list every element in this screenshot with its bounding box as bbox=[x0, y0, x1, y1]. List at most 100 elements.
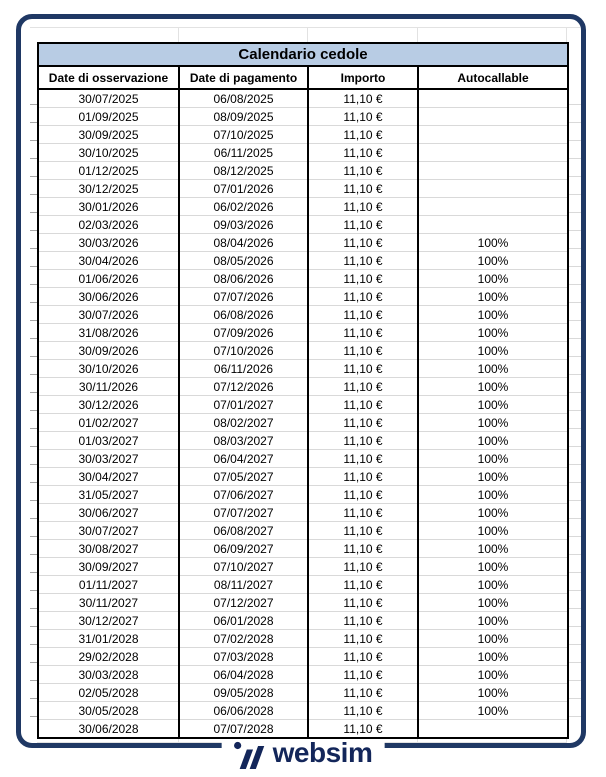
cell-amount: 11,10 € bbox=[308, 395, 419, 414]
table-row: 30/09/2027 07/10/2027 11,10 €100% bbox=[38, 557, 569, 576]
cell-autocallable: 100% bbox=[418, 287, 569, 306]
gridline-stub bbox=[569, 662, 581, 663]
websim-logo-mark-icon bbox=[234, 741, 265, 769]
gridline-stub bbox=[30, 698, 37, 699]
table-row: 30/11/2026 07/12/2026 11,10 €100% bbox=[38, 377, 569, 396]
cell-autocallable bbox=[418, 215, 569, 234]
gridline-stub bbox=[417, 27, 418, 42]
cell-amount: 11,10 € bbox=[308, 125, 419, 144]
cell-autocallable bbox=[418, 161, 569, 180]
cell-amount: 11,10 € bbox=[308, 503, 419, 522]
table-row: 30/03/2027 06/04/2027 11,10 €100% bbox=[38, 449, 569, 468]
table-row: 30/03/2028 06/04/2028 11,10 €100% bbox=[38, 665, 569, 684]
gridline-stub bbox=[569, 230, 581, 231]
cell-observation-date: 30/12/2027 bbox=[38, 611, 180, 630]
cell-observation-date: 30/07/2025 bbox=[38, 89, 180, 108]
gridline-stub bbox=[417, 736, 418, 743]
cell-autocallable: 100% bbox=[418, 521, 569, 540]
cell-autocallable: 100% bbox=[418, 665, 569, 684]
gridline-stub bbox=[30, 572, 37, 573]
cell-observation-date: 30/03/2028 bbox=[38, 665, 180, 684]
cell-observation-date: 01/02/2027 bbox=[38, 413, 180, 432]
gridline-stub bbox=[30, 626, 37, 627]
cell-amount: 11,10 € bbox=[308, 593, 419, 612]
gridline-stub bbox=[30, 212, 37, 213]
table-row: 30/12/2026 07/01/2027 11,10 €100% bbox=[38, 395, 569, 414]
gridline-stub bbox=[569, 122, 581, 123]
cell-autocallable: 100% bbox=[418, 647, 569, 666]
cell-amount: 11,10 € bbox=[308, 611, 419, 630]
table-row: 01/02/2027 08/02/2027 11,10 €100% bbox=[38, 413, 569, 432]
cell-payment-date: 07/10/2026 bbox=[179, 341, 309, 360]
cell-amount: 11,10 € bbox=[308, 179, 419, 198]
cell-payment-date: 09/03/2026 bbox=[179, 215, 309, 234]
cell-payment-date: 07/12/2026 bbox=[179, 377, 309, 396]
cell-amount: 11,10 € bbox=[308, 449, 419, 468]
gridline-stub bbox=[30, 176, 37, 177]
coupon-calendar-table: Calendario cedole Date di osservazione Da… bbox=[37, 42, 570, 739]
gridline-stub bbox=[569, 644, 581, 645]
cell-autocallable: 100% bbox=[418, 539, 569, 558]
cell-autocallable bbox=[418, 719, 569, 738]
gridline-stub bbox=[569, 266, 581, 267]
gridline-stub bbox=[569, 212, 581, 213]
cell-amount: 11,10 € bbox=[308, 683, 419, 702]
cell-autocallable: 100% bbox=[418, 683, 569, 702]
table-row: 01/03/2027 08/03/2027 11,10 €100% bbox=[38, 431, 569, 450]
table-row: 30/07/2026 06/08/2026 11,10 €100% bbox=[38, 305, 569, 324]
cell-amount: 11,10 € bbox=[308, 269, 419, 288]
cell-observation-date: 30/09/2026 bbox=[38, 341, 180, 360]
gridline-stub bbox=[30, 500, 37, 501]
cell-amount: 11,10 € bbox=[308, 305, 419, 324]
cell-observation-date: 30/05/2028 bbox=[38, 701, 180, 720]
cell-observation-date: 01/12/2025 bbox=[38, 161, 180, 180]
cell-amount: 11,10 € bbox=[308, 107, 419, 126]
cell-payment-date: 07/02/2028 bbox=[179, 629, 309, 648]
table-row: 30/07/2025 06/08/2025 11,10 € bbox=[38, 89, 568, 108]
cell-observation-date: 30/06/2026 bbox=[38, 287, 180, 306]
cell-amount: 11,10 € bbox=[308, 287, 419, 306]
cell-amount: 11,10 € bbox=[308, 719, 419, 738]
cell-autocallable: 100% bbox=[418, 503, 569, 522]
gridline-stub bbox=[30, 338, 37, 339]
gridline-stub bbox=[569, 626, 581, 627]
gridline-stub bbox=[30, 392, 37, 393]
gridline-stub bbox=[569, 698, 581, 699]
table-row: 30/12/2027 06/01/2028 11,10 €100% bbox=[38, 611, 569, 630]
cell-autocallable: 100% bbox=[418, 269, 569, 288]
gridline-stub bbox=[30, 140, 37, 141]
gridline-stub bbox=[30, 230, 37, 231]
gridline-stub bbox=[30, 644, 37, 645]
gridline-stub bbox=[569, 356, 581, 357]
table-row: 30/04/2027 07/05/2027 11,10 €100% bbox=[38, 467, 569, 486]
gridline-stub bbox=[30, 284, 37, 285]
gridline-stub bbox=[569, 104, 581, 105]
table-row: 30/08/2027 06/09/2027 11,10 €100% bbox=[38, 539, 569, 558]
cell-autocallable: 100% bbox=[418, 485, 569, 504]
cell-payment-date: 07/01/2027 bbox=[179, 395, 309, 414]
cell-amount: 11,10 € bbox=[308, 521, 419, 540]
gridline-stub bbox=[569, 572, 581, 573]
table-row: 02/03/2026 09/03/2026 11,10 € bbox=[38, 215, 569, 234]
cell-observation-date: 30/09/2027 bbox=[38, 557, 180, 576]
cell-observation-date: 30/07/2027 bbox=[38, 521, 180, 540]
cell-observation-date: 30/12/2025 bbox=[38, 179, 180, 198]
gridline-stub bbox=[569, 554, 581, 555]
gridline-stub bbox=[30, 266, 37, 267]
gridline-stub bbox=[30, 464, 37, 465]
cell-observation-date: 30/08/2027 bbox=[38, 539, 180, 558]
cell-observation-date: 30/10/2026 bbox=[38, 359, 180, 378]
table-row: 30/07/2027 06/08/2027 11,10 €100% bbox=[38, 521, 569, 540]
gridline-stub bbox=[566, 27, 567, 42]
cell-amount: 11,10 € bbox=[308, 197, 419, 216]
table-row: 30/04/2026 08/05/2026 11,10 €100% bbox=[38, 251, 569, 270]
cell-autocallable: 100% bbox=[418, 629, 569, 648]
cell-payment-date: 08/05/2026 bbox=[179, 251, 309, 270]
table-row: 31/08/2026 07/09/2026 11,10 €100% bbox=[38, 323, 569, 342]
cell-amount: 11,10 € bbox=[308, 251, 419, 270]
cell-amount: 11,10 € bbox=[308, 467, 419, 486]
cell-payment-date: 06/09/2027 bbox=[179, 539, 309, 558]
gridline-stub bbox=[30, 554, 37, 555]
cell-observation-date: 31/01/2028 bbox=[38, 629, 180, 648]
